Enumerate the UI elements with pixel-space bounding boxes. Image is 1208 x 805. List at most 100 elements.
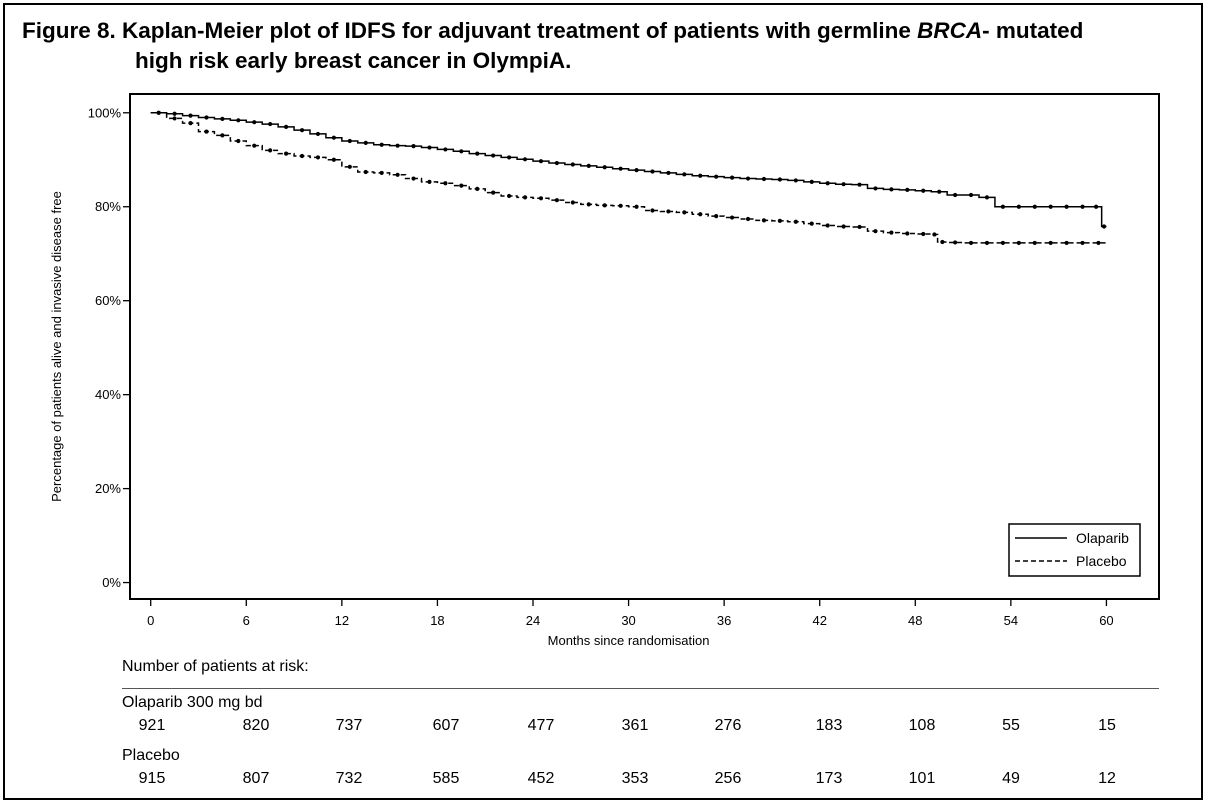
censor-mark <box>953 240 958 245</box>
censor-mark <box>1101 224 1107 229</box>
risk-count: 820 <box>242 717 270 734</box>
censor-mark <box>1080 204 1085 209</box>
censor-mark <box>475 186 480 191</box>
risk-count: 807 <box>242 770 270 787</box>
figure-title: Figure 8. Kaplan-Meier plot of IDFS for … <box>22 16 1202 76</box>
censor-mark <box>1080 240 1085 246</box>
y-tick-label: 20% <box>95 481 121 496</box>
censor-mark <box>204 129 209 134</box>
censor-mark <box>873 186 878 191</box>
censor-mark <box>538 196 544 201</box>
censor-mark <box>236 138 241 144</box>
censor-mark <box>1016 240 1021 246</box>
censor-mark <box>777 218 782 223</box>
x-tick-label: 6 <box>243 613 250 628</box>
censor-mark <box>889 187 894 192</box>
censor-mark <box>427 145 432 150</box>
censor-mark <box>666 209 671 214</box>
risk-count: 353 <box>621 770 649 787</box>
censor-mark <box>666 170 671 176</box>
censor-mark <box>634 168 639 173</box>
risk-count: 256 <box>714 770 742 787</box>
censor-mark <box>411 144 416 149</box>
risk-count: 361 <box>621 717 649 734</box>
censor-mark <box>220 116 225 121</box>
legend-box <box>1008 523 1141 577</box>
x-tick-label: 60 <box>1099 613 1113 628</box>
censor-mark <box>682 172 687 177</box>
censor-mark <box>634 204 639 209</box>
censor-mark <box>825 223 830 228</box>
censor-mark <box>682 210 687 215</box>
censor-mark <box>363 169 368 175</box>
censor-mark <box>1032 240 1037 246</box>
censor-mark <box>522 195 528 200</box>
censor-mark <box>745 216 751 222</box>
censor-mark <box>793 219 798 224</box>
censor-mark <box>857 224 862 230</box>
censor-mark <box>889 230 894 235</box>
censor-mark <box>1000 240 1005 246</box>
censor-mark <box>522 157 528 162</box>
censor-mark <box>331 157 336 162</box>
risk-count: 49 <box>1002 770 1020 787</box>
censor-mark <box>379 170 384 176</box>
censor-mark <box>841 224 846 229</box>
censor-mark <box>427 179 432 184</box>
censor-mark <box>602 203 607 208</box>
censor-mark <box>284 151 289 156</box>
censor-mark <box>1048 240 1053 246</box>
y-tick-label: 60% <box>95 293 121 308</box>
censor-mark <box>299 128 305 133</box>
legend-label-placebo: Placebo <box>1076 553 1127 569</box>
risk-count: 607 <box>432 717 460 734</box>
title-text-prefix: Figure 8. Kaplan-Meier plot of IDFS for … <box>22 18 918 43</box>
censor-mark <box>698 212 703 217</box>
censor-mark <box>873 229 878 234</box>
censor-mark <box>968 192 974 198</box>
censor-mark <box>968 240 974 246</box>
risk-count: 276 <box>714 717 742 734</box>
censor-mark <box>475 151 480 156</box>
censor-mark <box>650 208 655 213</box>
censor-mark <box>443 181 448 186</box>
censor-mark <box>730 175 735 180</box>
censor-mark <box>204 115 209 120</box>
censor-mark <box>984 195 990 200</box>
risk-count: 183 <box>815 717 843 734</box>
censor-mark <box>268 121 273 127</box>
censor-mark <box>940 239 945 245</box>
censor-mark <box>921 231 926 237</box>
y-tick-label: 40% <box>95 387 121 402</box>
censor-mark <box>347 138 352 144</box>
censor-mark <box>459 149 464 154</box>
x-tick-label: 24 <box>526 613 540 628</box>
censor-mark <box>156 110 161 115</box>
censor-mark <box>618 166 623 171</box>
censor-mark <box>825 181 830 186</box>
censor-mark <box>491 153 496 158</box>
censor-mark <box>570 200 575 205</box>
censor-mark <box>236 118 241 123</box>
y-tick-label: 80% <box>95 199 121 214</box>
censor-mark <box>252 143 257 148</box>
censor-mark <box>857 182 862 187</box>
y-tick-label: 0% <box>102 575 121 590</box>
risk-count: 477 <box>527 717 555 734</box>
censor-mark <box>443 147 448 152</box>
censor-mark <box>761 218 767 223</box>
x-tick-label: 12 <box>335 613 349 628</box>
censor-mark <box>777 177 782 182</box>
censor-mark <box>809 179 814 184</box>
censor-mark <box>1096 240 1101 246</box>
censor-mark <box>921 188 926 193</box>
censor-mark <box>1064 240 1069 246</box>
series-line-placebo <box>150 112 1107 244</box>
censor-mark <box>730 215 735 220</box>
censor-mark <box>331 135 336 140</box>
censor-mark <box>315 155 321 160</box>
legend-label-olaparib: Olaparib <box>1076 530 1129 546</box>
censor-mark <box>491 190 496 195</box>
censor-mark <box>395 172 400 177</box>
censor-mark <box>554 198 559 203</box>
